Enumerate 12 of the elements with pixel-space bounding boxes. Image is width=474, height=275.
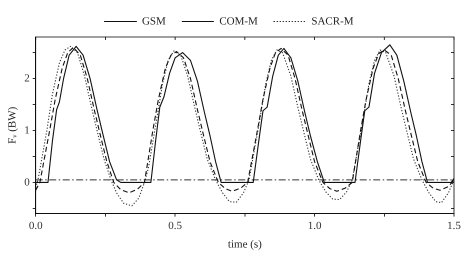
- y-tick-label: 2: [24, 72, 30, 84]
- y-tick-label: 1: [24, 124, 30, 136]
- legend-label: SACR-M: [311, 15, 354, 28]
- y-tick-label: 0: [24, 176, 30, 188]
- x-tick-label: 0.0: [28, 220, 44, 232]
- x-axis-title: time (s): [228, 238, 262, 250]
- legend-label: GSM: [142, 15, 166, 28]
- x-tick-label: 1.5: [447, 220, 462, 232]
- y-axis-title: Fᵥ (BW): [6, 106, 18, 144]
- x-tick-label: 0.5: [168, 220, 183, 232]
- x-tick-label: 1.0: [308, 220, 322, 232]
- legend-label: COM-M: [219, 15, 258, 28]
